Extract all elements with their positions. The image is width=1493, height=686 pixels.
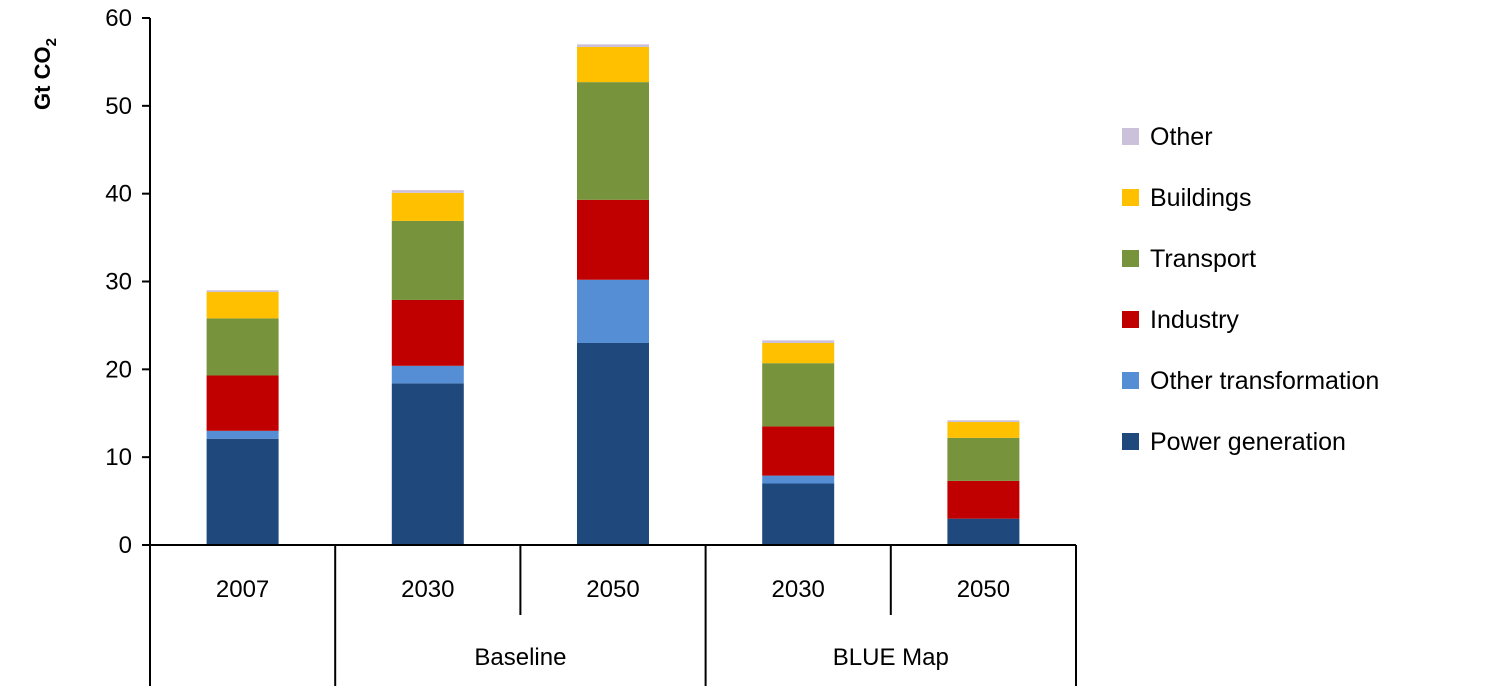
bar-segment: [206, 290, 279, 293]
bar-segment: [947, 480, 1020, 519]
x-labels-layer: 2007 2030 2050 2030 2050 Baseline BLUE Map: [216, 576, 1010, 671]
legend-label: Power generation: [1150, 428, 1346, 456]
bar-segment: [391, 192, 464, 221]
bar-segment: [947, 518, 1020, 545]
y-tick-label: 10: [105, 444, 132, 471]
y-axis-label: Gt CO2: [30, 38, 60, 110]
y-tick-label: 60: [105, 5, 132, 32]
legend-swatch: [1122, 372, 1139, 389]
bar-segment: [762, 426, 835, 476]
bar-segment: [391, 190, 464, 193]
bar-segment: [947, 437, 1020, 481]
x-tick-label: 2007: [216, 576, 269, 603]
x-tick-label: 2050: [957, 576, 1010, 603]
bar-segment: [206, 430, 279, 439]
bar-segment: [762, 475, 835, 484]
legend-label: Industry: [1150, 306, 1239, 334]
bar-segment: [577, 82, 649, 200]
bar-segment: [206, 292, 279, 319]
legend-label: Buildings: [1150, 184, 1251, 212]
legend-label: Other transformation: [1150, 367, 1379, 395]
x-tick-label: 2030: [772, 576, 825, 603]
legend: Other Buildings Transport Industry Other tra…: [1122, 123, 1379, 456]
bar-segment: [391, 299, 464, 366]
bar-segment: [762, 363, 835, 427]
bar-segment: [206, 318, 279, 376]
bar-segment: [391, 383, 464, 545]
y-tick-label: 20: [105, 356, 132, 383]
y-axis-label-main: Gt CO: [30, 46, 55, 110]
y-tick-label: 40: [105, 181, 132, 208]
x-group-label: BLUE Map: [833, 644, 949, 671]
legend-swatch: [1122, 433, 1139, 450]
bar-segment: [577, 199, 649, 280]
bar-segment: [947, 422, 1020, 438]
bars-layer: [206, 44, 1020, 545]
legend-swatch: [1122, 250, 1139, 267]
bar-segment: [577, 46, 649, 83]
legend-swatch: [1122, 189, 1139, 206]
y-tick-label: 0: [119, 532, 132, 559]
x-tick-label: 2050: [586, 576, 639, 603]
bar-segment: [577, 342, 649, 545]
bar-segment: [762, 340, 835, 343]
legend-swatch: [1122, 311, 1139, 328]
legend-label: Other: [1150, 123, 1213, 151]
bar-segment: [762, 342, 835, 364]
bar-segment: [391, 365, 464, 384]
bar-segment: [206, 375, 279, 431]
y-tick-label: 50: [105, 93, 132, 120]
bar-segment: [762, 483, 835, 545]
y-axis-label-text: Gt CO2: [30, 38, 60, 110]
x-tick-label: 2030: [401, 576, 454, 603]
y-axis-label-subscript: 2: [43, 38, 60, 46]
x-group-label: Baseline: [474, 644, 566, 671]
bar-segment: [577, 44, 649, 47]
bar-segment: [391, 220, 464, 300]
bar-segment: [577, 279, 649, 343]
y-tick-label: 30: [105, 269, 132, 296]
legend-label: Transport: [1150, 245, 1256, 273]
legend-swatch: [1122, 128, 1139, 145]
bar-segment: [947, 420, 1020, 423]
bar-segment: [206, 438, 279, 545]
